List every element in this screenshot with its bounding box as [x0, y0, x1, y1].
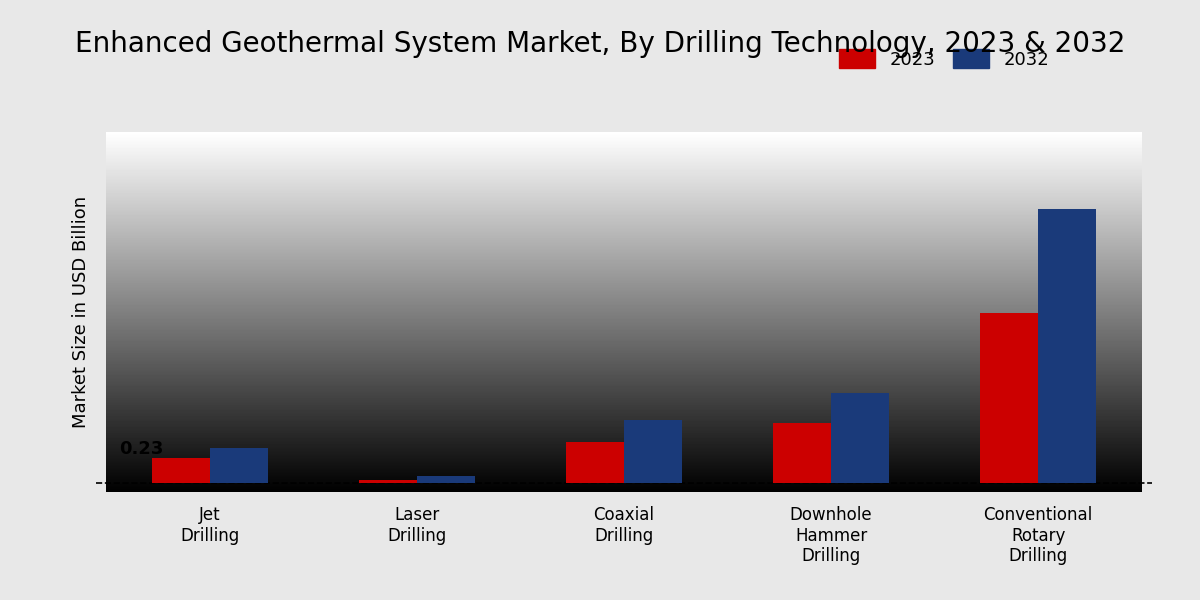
Bar: [1038, 209, 1096, 483]
Bar: [773, 423, 832, 483]
Bar: [624, 419, 682, 483]
Text: Enhanced Geothermal System Market, By Drilling Technology, 2023 & 2032: Enhanced Geothermal System Market, By Dr…: [74, 30, 1126, 58]
Bar: [359, 480, 416, 483]
Legend: 2023, 2032: 2023, 2032: [829, 40, 1058, 77]
Bar: [566, 442, 624, 483]
Bar: [416, 476, 475, 483]
Text: 0.23: 0.23: [119, 440, 163, 458]
Bar: [980, 313, 1038, 483]
Bar: [152, 458, 210, 483]
Y-axis label: Market Size in USD Billion: Market Size in USD Billion: [72, 196, 90, 428]
Bar: [832, 393, 889, 483]
Bar: [210, 448, 268, 483]
